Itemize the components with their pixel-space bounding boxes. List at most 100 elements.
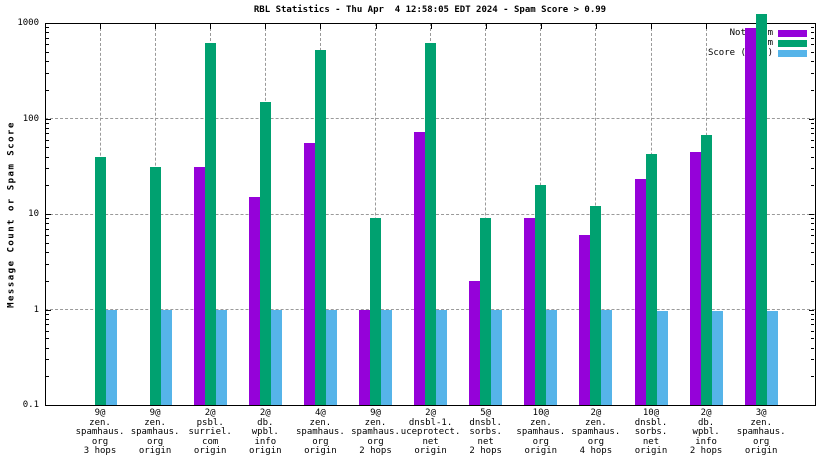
y-minor-tick-right [811, 127, 814, 129]
x-tick-label: 2@ zen. spamhaus. org 4 hops [571, 408, 621, 457]
y-minor-tick-left [46, 32, 49, 34]
y-minor-tick-left [46, 127, 49, 129]
x-tick-label: 4@ zen. spamhaus. org origin [296, 408, 345, 457]
x-tick-label: 3@ zen. spamhaus. org origin [736, 408, 786, 457]
x-tick-top [320, 24, 322, 29]
y-minor-tick-left [46, 139, 49, 141]
y-minor-tick-right [811, 147, 814, 149]
y-major-tick-left [46, 118, 51, 120]
x-tick-label: 9@ zen. spamhaus. org 3 hops [75, 408, 125, 457]
y-minor-tick-left [46, 228, 49, 230]
y-major-tick-right [809, 214, 814, 215]
y-tick-label: 1 [33, 304, 39, 315]
y-minor-tick-left [46, 72, 49, 74]
y-minor-tick-left [46, 313, 49, 315]
y-minor-tick-left [46, 61, 49, 62]
bar-spam [204, 42, 216, 405]
y-minor-tick-left [46, 27, 49, 29]
bar-spam [755, 13, 767, 405]
y-minor-tick-left [46, 223, 49, 225]
x-tick-top [540, 24, 542, 29]
y-minor-tick-right [811, 347, 814, 349]
bar-not-spam [248, 197, 260, 405]
y-minor-tick-right [811, 338, 814, 340]
y-minor-tick-left [46, 51, 49, 53]
bar-spam [535, 185, 547, 405]
x-tick-top [210, 24, 212, 29]
y-minor-tick-left [46, 242, 49, 244]
x-tick-label: 2@ db. wpbl. info 2 hops [689, 408, 723, 457]
y-major-tick-right [809, 118, 814, 120]
bar-not-spam [524, 218, 536, 405]
y-minor-tick-left [46, 133, 49, 135]
y-minor-tick-right [811, 61, 814, 62]
y-minor-tick-right [811, 27, 814, 29]
bar-spam [259, 101, 271, 405]
bar-spam [314, 50, 326, 405]
legend-label: Not Spam [729, 28, 773, 38]
chart-title: RBL Statistics - Thu Apr 4 12:58:05 EDT … [253, 5, 607, 15]
bar-score-0-1 [270, 309, 282, 405]
bar-spam [590, 206, 602, 405]
bar-not-spam [744, 28, 756, 405]
y-tick-label: 0.1 [22, 400, 39, 410]
y-minor-tick-left [46, 263, 49, 265]
x-tick-top [155, 24, 157, 29]
y-minor-tick-right [811, 37, 814, 39]
x-tick-label: 2@ db. wpbl. info origin [249, 408, 282, 457]
bar-spam [94, 156, 106, 405]
y-minor-tick-left [46, 122, 49, 124]
y-minor-tick-right [811, 44, 814, 46]
y-tick-label: 10 [28, 209, 39, 219]
y-minor-tick-right [811, 139, 814, 141]
y-minor-tick-right [811, 51, 814, 53]
bar-not-spam [634, 179, 646, 405]
x-tick-label: 10@ dnsbl. sorbs. net origin [634, 408, 668, 457]
y-minor-tick-left [46, 168, 49, 170]
bar-score-0-1 [381, 309, 392, 405]
plot-border [45, 23, 816, 406]
legend-label: Spam [560, 39, 773, 48]
bar-not-spam [689, 151, 701, 405]
bar-not-spam [359, 309, 370, 405]
y-minor-tick-right [811, 263, 814, 265]
y-minor-tick-right [811, 359, 814, 361]
y-tick-label: 1000 [17, 18, 39, 28]
bar-spam [700, 135, 712, 405]
y-minor-tick-right [811, 185, 814, 187]
y-minor-tick-right [811, 156, 814, 158]
bar-score-0-1 [601, 309, 613, 405]
y-minor-tick-right [811, 330, 814, 332]
legend-swatch [778, 50, 807, 57]
x-tick-label: 2@ psbl. surriel. com origin [188, 408, 232, 457]
y-minor-tick-right [811, 133, 814, 135]
y-minor-tick-left [46, 44, 49, 46]
y-minor-tick-right [811, 242, 814, 244]
y-minor-tick-right [811, 235, 814, 237]
bar-not-spam [469, 280, 481, 405]
y-minor-tick-right [811, 252, 814, 253]
y-minor-tick-right [811, 218, 814, 220]
y-minor-tick-left [46, 376, 49, 378]
y-minor-tick-right [811, 32, 814, 34]
y-minor-tick-left [46, 280, 49, 282]
y-minor-tick-right [811, 89, 814, 91]
bar-spam [645, 154, 657, 405]
y-minor-tick-right [811, 223, 814, 225]
bar-not-spam [579, 235, 591, 405]
bar-score-0-1 [325, 309, 337, 405]
gridline-vertical [375, 23, 376, 405]
bar-score-0-1 [105, 309, 117, 405]
y-minor-tick-right [811, 318, 814, 320]
bar-score-0-1 [656, 310, 668, 405]
y-minor-tick-left [46, 147, 49, 149]
y-minor-tick-right [811, 72, 814, 74]
y-minor-tick-left [46, 218, 49, 220]
y-major-tick-right [809, 309, 814, 311]
bar-score-0-1 [491, 309, 503, 405]
x-tick-label: 2@ dnsbl-1. uceprotect. net origin [400, 408, 461, 457]
y-minor-tick-left [46, 156, 49, 158]
x-tick-top [651, 24, 652, 29]
bar-score-0-1 [711, 310, 723, 405]
x-tick-label: 9@ zen. spamhaus. org 2 hops [351, 408, 400, 457]
